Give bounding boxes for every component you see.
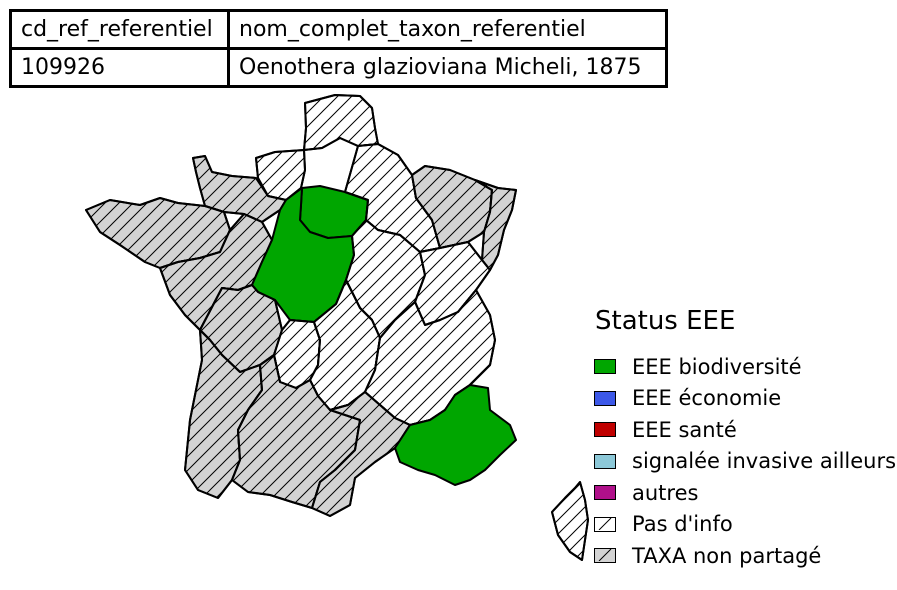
legend-label: autres — [632, 480, 699, 505]
legend-label: Pas d'info — [632, 512, 733, 537]
region-provence-alpes-cote-d-azur — [394, 384, 517, 486]
legend-item: EEE économie — [594, 383, 896, 415]
region-hatch-hauts-de-france — [303, 94, 379, 151]
table-header-cell: nom_complet_taxon_referentiel — [227, 9, 668, 50]
legend-item: EEE biodiversité — [594, 351, 896, 383]
legend-title: Status EEE — [595, 306, 736, 336]
table-cell-taxon-name: Oenothera glazioviana Micheli, 1875 — [227, 47, 668, 88]
legend-item: EEE santé — [594, 414, 896, 446]
table-header-row: cd_ref_referentiel nom_complet_taxon_ref… — [9, 9, 668, 50]
region-hatch-corse — [551, 481, 589, 561]
legend-label: EEE santé — [632, 417, 737, 442]
legend-item: signalée invasive ailleurs — [594, 446, 896, 478]
legend-swatch — [594, 453, 616, 469]
legend-item: autres — [594, 477, 896, 509]
legend-label: EEE économie — [632, 386, 782, 411]
legend-swatch — [594, 516, 616, 532]
taxon-info-table: cd_ref_referentiel nom_complet_taxon_ref… — [9, 9, 668, 88]
legend-swatch — [594, 548, 616, 564]
legend-swatch — [594, 359, 616, 375]
table-cell-cd-ref: 109926 — [9, 47, 230, 88]
table-row: 109926 Oenothera glazioviana Micheli, 18… — [9, 47, 668, 88]
region-hatch-languedoc-roussillon — [311, 391, 411, 517]
legend-label: TAXA non partagé — [632, 543, 822, 568]
legend-label: EEE biodiversité — [632, 354, 802, 379]
legend-label: signalée invasive ailleurs — [632, 449, 897, 474]
legend: Status EEE EEE biodiversité EEE économie E… — [594, 306, 896, 572]
region-hatch-alsace — [474, 179, 517, 271]
legend-swatch — [594, 422, 616, 438]
legend-swatch — [594, 390, 616, 406]
legend-item: TAXA non partagé — [594, 540, 896, 572]
legend-item: Pas d'info — [594, 509, 896, 541]
table-header-cell: cd_ref_referentiel — [9, 9, 230, 50]
legend-swatch — [594, 485, 616, 501]
